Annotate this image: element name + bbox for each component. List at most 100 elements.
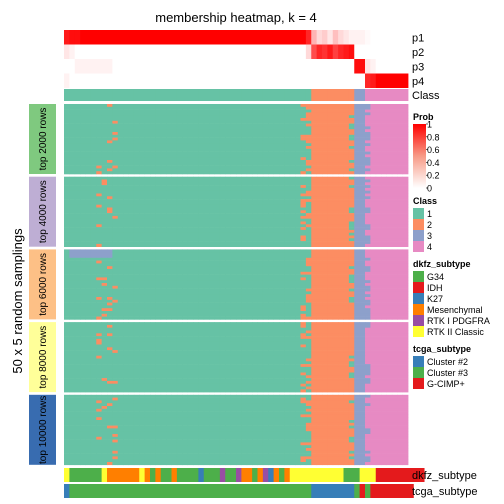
sampling-cell	[85, 305, 92, 309]
sampling-cell	[311, 126, 318, 130]
sampling-cell	[327, 255, 334, 259]
sampling-cell	[370, 112, 377, 116]
sampling-cell	[128, 112, 135, 116]
sampling-cell	[359, 168, 366, 172]
sampling-cell	[193, 143, 199, 147]
class-cell	[246, 89, 253, 101]
membership-cell	[257, 59, 264, 74]
sampling-cell	[187, 196, 194, 200]
sampling-cell	[386, 187, 393, 191]
sampling-cell	[112, 232, 119, 236]
membership-cell	[230, 73, 237, 88]
sampling-cell	[69, 162, 76, 166]
sampling-cell	[322, 257, 328, 261]
sampling-cell	[375, 243, 382, 247]
sampling-cell	[343, 241, 350, 245]
sampling-cell	[198, 140, 205, 144]
sampling-cell	[101, 148, 108, 152]
sampling-cell	[279, 308, 285, 312]
sampling-cell	[69, 285, 76, 289]
sampling-cell	[80, 118, 86, 122]
sampling-cell	[101, 126, 108, 130]
sampling-cell	[343, 154, 350, 158]
sampling-cell	[230, 280, 237, 284]
sampling-cell	[150, 291, 156, 295]
sampling-cell	[338, 213, 344, 217]
sampling-cell	[112, 106, 119, 110]
sampling-cell	[391, 185, 398, 189]
sampling-cell	[279, 257, 285, 261]
sampling-cell	[80, 277, 86, 281]
sampling-cell	[370, 109, 377, 113]
sampling-cell	[279, 271, 285, 275]
sampling-cell	[214, 263, 221, 267]
membership-cell	[176, 59, 183, 74]
sampling-cell	[402, 224, 409, 228]
sampling-cell	[225, 160, 232, 164]
sampling-cell	[123, 176, 129, 180]
sampling-cell	[268, 271, 275, 275]
sampling-cell	[365, 266, 371, 270]
sampling-cell	[96, 168, 103, 172]
sampling-cell	[160, 196, 167, 200]
sampling-cell	[128, 274, 135, 278]
sampling-cell	[262, 229, 269, 233]
sampling-cell	[338, 260, 344, 264]
sampling-cell	[155, 199, 162, 203]
sampling-cell	[133, 266, 140, 270]
sampling-cell	[112, 227, 119, 231]
sampling-cell	[182, 271, 189, 275]
sampling-cell	[257, 291, 264, 295]
sampling-cell	[236, 143, 242, 147]
sampling-cell	[160, 171, 167, 175]
sampling-cell	[236, 221, 242, 225]
sampling-cell	[69, 115, 76, 119]
sampling-cell	[354, 269, 361, 273]
sampling-cell	[117, 157, 124, 161]
sampling-cell	[316, 271, 323, 275]
sampling-cell	[128, 224, 135, 228]
sampling-cell	[166, 157, 172, 161]
sampling-cell	[305, 162, 312, 166]
sampling-cell	[90, 109, 97, 113]
sampling-cell	[338, 285, 344, 289]
sampling-cell	[327, 280, 334, 284]
sampling-cell	[236, 271, 242, 275]
sampling-cell	[214, 199, 221, 203]
sampling-cell	[359, 238, 366, 242]
sampling-cell	[305, 252, 312, 256]
sampling-cell	[64, 302, 70, 306]
sampling-cell	[397, 288, 404, 292]
sampling-cell	[96, 288, 103, 292]
sampling-cell	[112, 257, 119, 261]
sampling-cell	[150, 260, 156, 264]
sampling-cell	[316, 274, 323, 278]
membership-row-label: p3	[412, 61, 424, 73]
sampling-cell	[386, 283, 393, 287]
sampling-cell	[381, 255, 387, 259]
sampling-cell	[381, 112, 387, 116]
sampling-cell	[214, 299, 221, 303]
sampling-cell	[354, 106, 361, 110]
sampling-cell	[289, 112, 296, 116]
sampling-cell	[305, 274, 312, 278]
sampling-cell	[300, 283, 307, 287]
sampling-cell	[225, 243, 232, 247]
sampling-cell	[74, 168, 81, 172]
sampling-cell	[300, 299, 307, 303]
sampling-cell	[311, 151, 318, 155]
sampling-cell	[300, 218, 307, 222]
sampling-cell	[311, 218, 318, 222]
sampling-cell	[397, 302, 404, 306]
sampling-cell	[295, 204, 301, 208]
sampling-cell	[316, 227, 323, 231]
sampling-cell	[348, 221, 355, 225]
sampling-cell	[262, 294, 269, 298]
sampling-cell	[101, 218, 108, 222]
sampling-cell	[225, 238, 232, 242]
sampling-cell	[85, 213, 92, 217]
sampling-cell	[150, 257, 156, 261]
sampling-cell	[209, 305, 215, 309]
sampling-cell	[230, 162, 237, 166]
sampling-cell	[144, 271, 151, 275]
